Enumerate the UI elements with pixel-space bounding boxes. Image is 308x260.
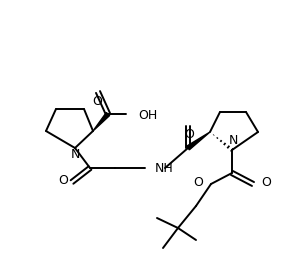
Text: N: N [70,148,80,161]
Text: N: N [228,134,238,147]
Polygon shape [187,132,210,150]
Text: O: O [261,176,271,188]
Text: NH: NH [155,162,174,176]
Text: OH: OH [138,108,157,121]
Text: O: O [193,176,203,188]
Text: O: O [58,174,68,187]
Text: O: O [92,94,102,107]
Polygon shape [93,113,110,131]
Text: O: O [184,128,194,141]
